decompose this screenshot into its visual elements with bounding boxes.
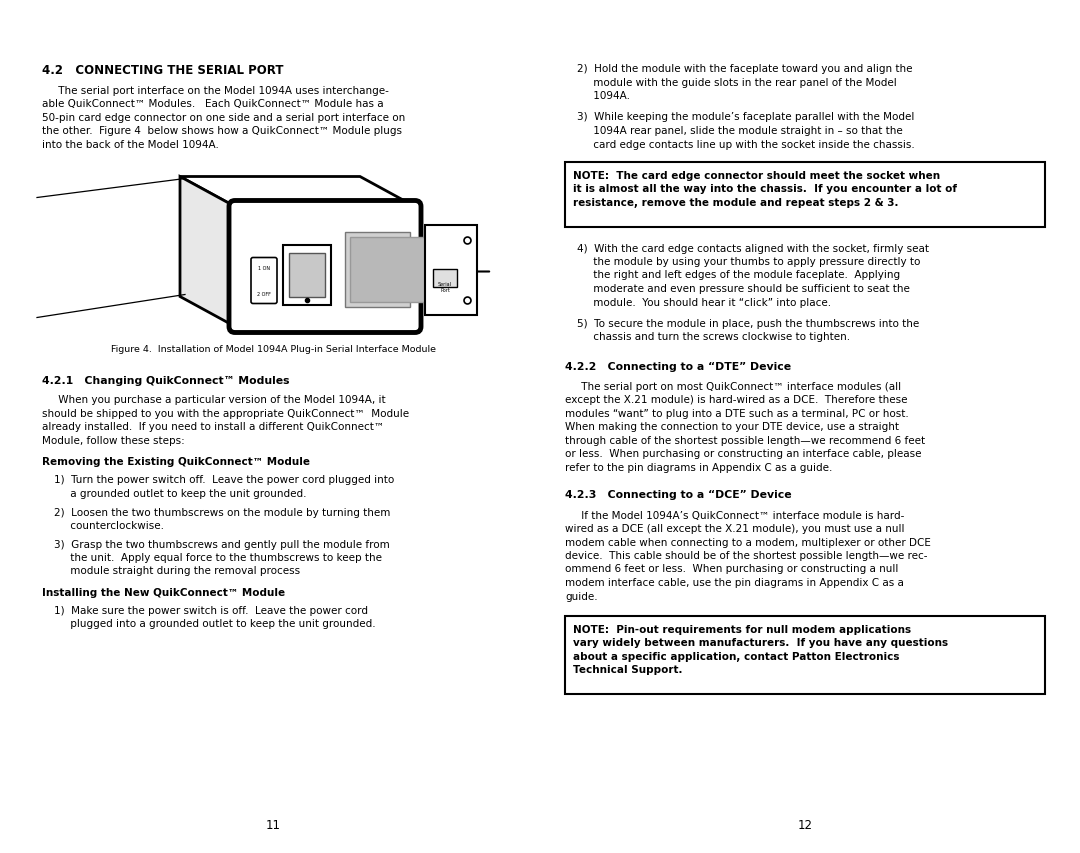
Text: it is almost all the way into the chassis.  If you encounter a lot of: it is almost all the way into the chassi… (573, 184, 957, 194)
Bar (565, 163, 1045, 227)
Text: 1 ON: 1 ON (258, 266, 270, 271)
Text: 4.2   CONNECTING THE SERIAL PORT: 4.2 CONNECTING THE SERIAL PORT (42, 64, 283, 77)
Text: 5)  To secure the module in place, push the thumbscrews into the: 5) To secure the module in place, push t… (577, 319, 919, 328)
Text: able QuikConnect™ Modules.   Each QuikConnect™ Module has a: able QuikConnect™ Modules. Each QuikConn… (42, 100, 383, 109)
Polygon shape (180, 177, 415, 207)
FancyBboxPatch shape (426, 225, 477, 315)
Text: module.  You should hear it “click” into place.: module. You should hear it “click” into … (577, 297, 832, 307)
Text: already installed.  If you need to install a different QuikConnect™: already installed. If you need to instal… (42, 422, 384, 432)
Text: the module by using your thumbs to apply pressure directly to: the module by using your thumbs to apply… (577, 257, 920, 267)
Text: should be shipped to you with the appropriate QuikConnect™  Module: should be shipped to you with the approp… (42, 409, 409, 419)
Text: 4.2.3   Connecting to a “DCE” Device: 4.2.3 Connecting to a “DCE” Device (565, 490, 792, 500)
Text: the unit.  Apply equal force to the thumbscrews to keep the: the unit. Apply equal force to the thumb… (54, 553, 382, 562)
Text: 1)  Make sure the power switch is off.  Leave the power cord: 1) Make sure the power switch is off. Le… (54, 606, 368, 615)
FancyBboxPatch shape (433, 270, 457, 287)
FancyBboxPatch shape (283, 245, 330, 305)
Text: Module, follow these steps:: Module, follow these steps: (42, 436, 185, 445)
Text: vary widely between manufacturers.  If you have any questions: vary widely between manufacturers. If yo… (573, 638, 948, 647)
Text: device.  This cable should be of the shortest possible length—we rec-: device. This cable should be of the shor… (565, 550, 928, 560)
Text: a grounded outlet to keep the unit grounded.: a grounded outlet to keep the unit groun… (54, 489, 307, 498)
Text: 4.2.1   Changing QuikConnect™ Modules: 4.2.1 Changing QuikConnect™ Modules (42, 375, 289, 385)
Bar (350, 237, 435, 302)
FancyBboxPatch shape (251, 258, 276, 305)
Text: Figure 4.  Installation of Model 1094A Plug-in Serial Interface Module: Figure 4. Installation of Model 1094A Pl… (111, 345, 436, 354)
Text: 1094A.: 1094A. (577, 91, 630, 101)
Text: ommend 6 feet or less.  When purchasing or constructing a null: ommend 6 feet or less. When purchasing o… (565, 564, 899, 574)
Text: The serial port interface on the Model 1094A uses interchange-: The serial port interface on the Model 1… (42, 86, 389, 96)
Text: 1094A rear panel, slide the module straight in – so that the: 1094A rear panel, slide the module strai… (577, 126, 903, 136)
FancyBboxPatch shape (229, 201, 421, 334)
Text: Technical Support.: Technical Support. (573, 664, 683, 675)
Text: the other.  Figure 4  below shows how a QuikConnect™ Module plugs: the other. Figure 4 below shows how a Qu… (42, 126, 402, 136)
Text: 2)  Loosen the two thumbscrews on the module by turning them: 2) Loosen the two thumbscrews on the mod… (54, 507, 390, 517)
Text: resistance, remove the module and repeat steps 2 & 3.: resistance, remove the module and repeat… (573, 198, 899, 208)
Text: moderate and even pressure should be sufficient to seat the: moderate and even pressure should be suf… (577, 284, 909, 293)
Text: 11: 11 (266, 818, 281, 831)
Text: 3)  While keeping the module’s faceplate parallel with the Model: 3) While keeping the module’s faceplate … (577, 113, 915, 122)
Text: the right and left edges of the module faceplate.  Applying: the right and left edges of the module f… (577, 270, 900, 280)
Text: If the Model 1094A’s QuikConnect™ interface module is hard-: If the Model 1094A’s QuikConnect™ interf… (565, 510, 904, 519)
Text: When making the connection to your DTE device, use a straight: When making the connection to your DTE d… (565, 422, 899, 432)
Text: card edge contacts line up with the socket inside the chassis.: card edge contacts line up with the sock… (577, 139, 915, 149)
Text: modem interface cable, use the pin diagrams in Appendix C as a: modem interface cable, use the pin diagr… (565, 577, 904, 588)
Polygon shape (180, 177, 235, 327)
Text: into the back of the Model 1094A.: into the back of the Model 1094A. (42, 140, 219, 150)
Text: 50-pin card edge connector on one side and a serial port interface on: 50-pin card edge connector on one side a… (42, 113, 405, 123)
Text: refer to the pin diagrams in Appendix C as a guide.: refer to the pin diagrams in Appendix C … (565, 462, 833, 473)
Text: Serial
Port: Serial Port (438, 281, 453, 293)
Text: about a specific application, contact Patton Electronics: about a specific application, contact Pa… (573, 651, 900, 661)
Text: module straight during the removal process: module straight during the removal proce… (54, 566, 300, 576)
Text: counterclockwise.: counterclockwise. (54, 520, 164, 531)
Bar (565, 616, 1045, 694)
Text: Installing the New QuikConnect™ Module: Installing the New QuikConnect™ Module (42, 588, 285, 597)
Text: The serial port on most QuikConnect™ interface modules (all: The serial port on most QuikConnect™ int… (565, 381, 901, 392)
Text: module with the guide slots in the rear panel of the Model: module with the guide slots in the rear … (577, 78, 896, 87)
Bar (345, 232, 410, 307)
Text: guide.: guide. (565, 591, 597, 601)
Text: plugged into a grounded outlet to keep the unit grounded.: plugged into a grounded outlet to keep t… (54, 618, 376, 629)
Text: or less.  When purchasing or constructing an interface cable, please: or less. When purchasing or constructing… (565, 449, 921, 459)
Text: NOTE:  Pin-out requirements for null modem applications: NOTE: Pin-out requirements for null mode… (573, 624, 912, 635)
Text: chassis and turn the screws clockwise to tighten.: chassis and turn the screws clockwise to… (577, 332, 850, 342)
Text: 1)  Turn the power switch off.  Leave the power cord plugged into: 1) Turn the power switch off. Leave the … (54, 475, 394, 485)
Text: NOTE:  The card edge connector should meet the socket when: NOTE: The card edge connector should mee… (573, 171, 940, 181)
Text: modules “want” to plug into a DTE such as a terminal, PC or host.: modules “want” to plug into a DTE such a… (565, 409, 908, 419)
Text: 4)  With the card edge contacts aligned with the socket, firmly seat: 4) With the card edge contacts aligned w… (577, 243, 929, 253)
Text: 2)  Hold the module with the faceplate toward you and align the: 2) Hold the module with the faceplate to… (577, 64, 913, 74)
Text: 2 OFF: 2 OFF (257, 293, 271, 297)
Text: wired as a DCE (all except the X.21 module), you must use a null: wired as a DCE (all except the X.21 modu… (565, 524, 905, 533)
Text: When you purchase a particular version of the Model 1094A, it: When you purchase a particular version o… (42, 395, 386, 405)
Text: through cable of the shortest possible length—we recommend 6 feet: through cable of the shortest possible l… (565, 436, 926, 445)
Text: Removing the Existing QuikConnect™ Module: Removing the Existing QuikConnect™ Modul… (42, 457, 310, 467)
Text: except the X.21 module) is hard-wired as a DCE.  Therefore these: except the X.21 module) is hard-wired as… (565, 395, 907, 405)
Text: 4.2.2   Connecting to a “DTE” Device: 4.2.2 Connecting to a “DTE” Device (565, 362, 792, 372)
Text: modem cable when connecting to a modem, multiplexer or other DCE: modem cable when connecting to a modem, … (565, 537, 931, 547)
Text: 3)  Grasp the two thumbscrews and gently pull the module from: 3) Grasp the two thumbscrews and gently … (54, 539, 390, 548)
Bar (289, 253, 325, 297)
Text: 12: 12 (797, 818, 812, 831)
